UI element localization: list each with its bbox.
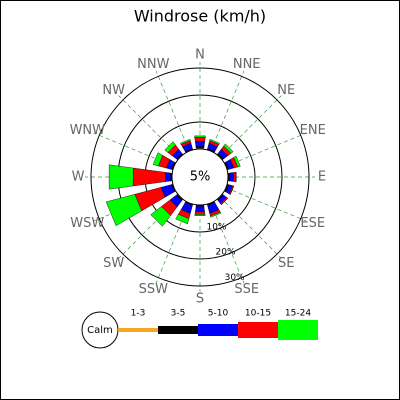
ring-label: 10% bbox=[206, 222, 226, 232]
bar bbox=[230, 185, 235, 195]
direction-label: NNE bbox=[233, 57, 261, 72]
bar bbox=[175, 214, 190, 225]
chart-title: Windrose (km/h) bbox=[134, 7, 266, 26]
bar bbox=[195, 206, 205, 212]
bar bbox=[150, 206, 171, 227]
bar bbox=[105, 194, 142, 227]
ring-label: 30% bbox=[225, 273, 245, 283]
legend-label: 10-15 bbox=[245, 309, 271, 319]
direction-label: NNW bbox=[137, 57, 169, 72]
calm-value: 5% bbox=[190, 170, 211, 185]
calm-circle bbox=[171, 148, 229, 206]
bar bbox=[195, 146, 205, 149]
legend-swatch bbox=[198, 324, 238, 336]
direction-label: SE bbox=[278, 256, 294, 271]
legend-swatch bbox=[118, 328, 158, 332]
spoke bbox=[219, 196, 282, 259]
bar bbox=[194, 141, 206, 147]
bar bbox=[233, 155, 241, 168]
bar bbox=[194, 214, 206, 216]
bar bbox=[164, 141, 176, 153]
bar bbox=[233, 171, 237, 183]
bar bbox=[165, 172, 171, 182]
direction-label: E bbox=[318, 170, 326, 185]
direction-label: ENE bbox=[300, 123, 326, 138]
direction-label: WSW bbox=[70, 216, 104, 231]
direction-label: SSW bbox=[139, 282, 169, 297]
direction-label: NW bbox=[102, 83, 125, 98]
spoke bbox=[155, 70, 190, 152]
spoke bbox=[210, 70, 245, 152]
bar bbox=[194, 211, 206, 215]
legend-label: 5-10 bbox=[208, 309, 229, 319]
bar bbox=[108, 164, 134, 190]
legend-label: 3-5 bbox=[171, 309, 186, 319]
ring-label: 20% bbox=[216, 248, 236, 258]
spoke bbox=[219, 95, 282, 158]
legend-swatch bbox=[158, 326, 198, 334]
ring bbox=[90, 67, 310, 287]
direction-label: WNW bbox=[70, 123, 106, 138]
spoke bbox=[225, 187, 307, 222]
legend-label: 1-3 bbox=[131, 309, 146, 319]
direction-label: N bbox=[195, 48, 205, 63]
bar bbox=[180, 138, 191, 145]
direction-label: S bbox=[196, 292, 204, 307]
direction-label: ESE bbox=[300, 216, 325, 231]
spoke bbox=[225, 132, 307, 167]
bar bbox=[152, 152, 163, 167]
direction-label: SSE bbox=[234, 282, 259, 297]
legend-label: 15-24 bbox=[285, 309, 311, 319]
bar bbox=[229, 172, 234, 182]
bar bbox=[210, 211, 222, 218]
legend-calm-label: Calm bbox=[87, 325, 113, 336]
bar bbox=[194, 135, 206, 138]
direction-label: SW bbox=[103, 256, 124, 271]
spoke bbox=[210, 202, 245, 284]
legend-swatch bbox=[278, 320, 318, 340]
bar bbox=[209, 138, 220, 145]
legend-swatch bbox=[238, 322, 278, 338]
direction-label: NE bbox=[277, 83, 295, 98]
bar bbox=[223, 143, 234, 154]
bar bbox=[194, 137, 206, 142]
direction-label: W bbox=[72, 170, 85, 185]
bar bbox=[221, 198, 228, 205]
